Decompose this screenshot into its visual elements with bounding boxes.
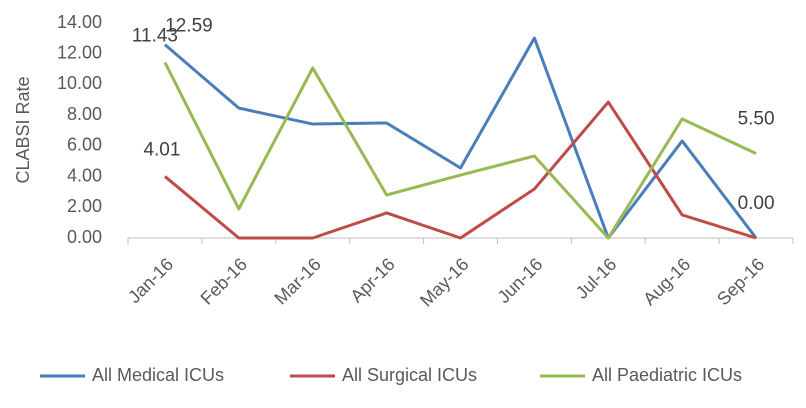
x-tick-label: Feb-16: [197, 254, 251, 308]
x-tick-label: Mar-16: [270, 254, 324, 308]
y-tick-label: 2.00: [67, 196, 102, 216]
y-tick-label: 4.00: [67, 165, 102, 185]
data-label: 12.59: [165, 16, 213, 37]
x-tick-label: Apr-16: [346, 254, 398, 306]
data-label: 5.50: [738, 109, 775, 130]
y-tick-label: 10.00: [57, 73, 102, 93]
y-axis-label: CLABSI Rate: [13, 76, 33, 183]
legend-label: All Paediatric ICUs: [592, 365, 742, 385]
data-label: 11.43: [132, 25, 178, 46]
x-tick-label: May-16: [416, 254, 473, 311]
series-line: [163, 36, 758, 240]
x-tick-label: Jun-16: [494, 254, 547, 307]
y-tick-label: 0.00: [67, 227, 102, 247]
series-line: [163, 61, 757, 240]
y-tick-label: 8.00: [67, 104, 102, 124]
legend-label: All Surgical ICUs: [342, 365, 477, 385]
y-tick-label: 12.00: [57, 42, 102, 62]
y-tick-label: 6.00: [67, 135, 102, 155]
x-tick-label: Aug-16: [639, 254, 694, 309]
x-tick-label: Jan-16: [124, 254, 177, 307]
y-tick-label: 14.00: [57, 12, 102, 32]
legend-label: All Medical ICUs: [92, 365, 224, 385]
data-label: 4.01: [143, 139, 180, 160]
series-line: [163, 100, 757, 240]
x-tick-label: Sep-16: [713, 254, 768, 309]
x-tick-label: Jul-16: [572, 254, 621, 303]
data-label: 0.00: [738, 193, 775, 214]
